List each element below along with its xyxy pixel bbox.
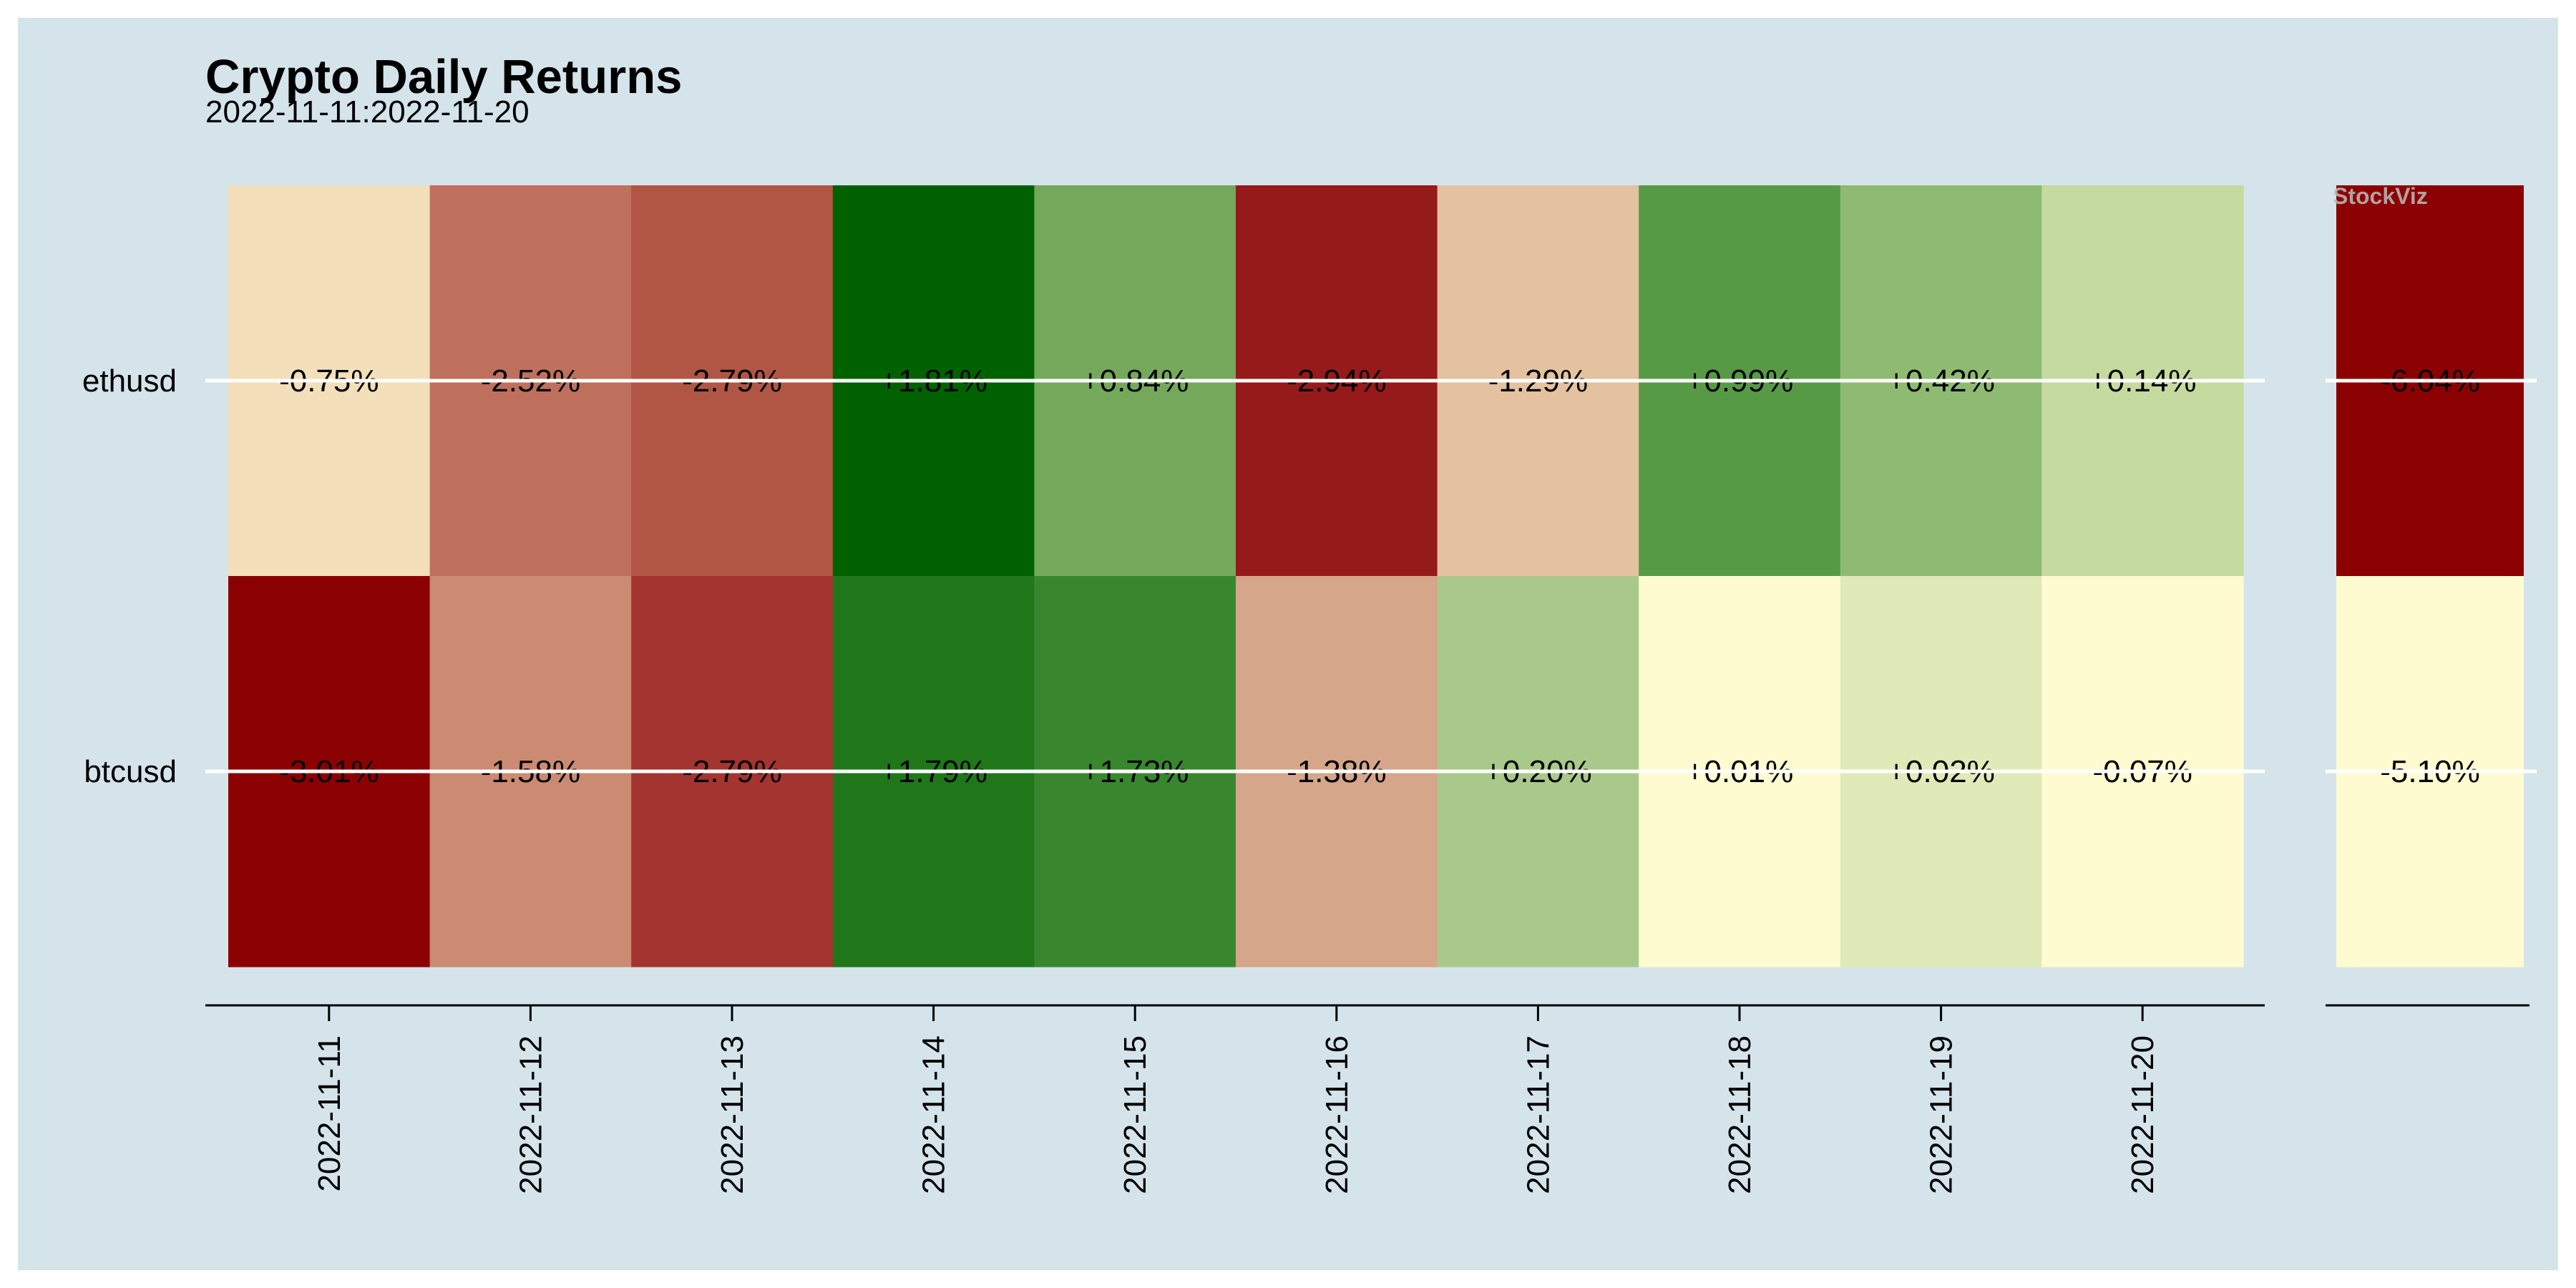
- row-label: btcusd: [84, 754, 177, 789]
- chart-panel: Crypto Daily Returns 2022-11-11:2022-11-…: [18, 18, 2558, 1270]
- total-column: -6.04%-5.10%: [2336, 185, 2524, 967]
- x-axis: 2022-11-11 2022-11-12 2022-11-13 2022-11-14…: [205, 1004, 2529, 1194]
- x-tick-label: 2022-11-19: [1924, 1035, 1959, 1194]
- x-tick-label: 2022-11-17: [1521, 1035, 1556, 1194]
- row-label: ethusd: [82, 364, 177, 399]
- x-tick-label: 2022-11-15: [1118, 1035, 1153, 1194]
- x-tick-label: 2022-11-13: [715, 1035, 750, 1194]
- row-labels: ethusd btcusd: [82, 364, 2537, 789]
- x-tick-label: 2022-11-14: [917, 1035, 952, 1194]
- heatmap-cells: -0.75% -2.52% -2.79% +1.81% +0.84% -2.94% -1.2…: [228, 185, 2244, 967]
- x-tick-label: 2022-11-20: [2125, 1035, 2160, 1194]
- heatmap-chart: Crypto Daily Returns 2022-11-11:2022-11-…: [82, 50, 2537, 1194]
- watermark-stockviz: StockViz: [2333, 183, 2428, 209]
- x-tick-label: 2022-11-11: [312, 1035, 347, 1192]
- x-tick-label: 2022-11-18: [1722, 1035, 1757, 1194]
- chart-subtitle: 2022-11-11:2022-11-20: [205, 94, 530, 130]
- chart-title: Crypto Daily Returns: [205, 50, 682, 104]
- x-tick-label: 2022-11-12: [513, 1035, 548, 1194]
- x-tick-label: 2022-11-16: [1319, 1035, 1355, 1194]
